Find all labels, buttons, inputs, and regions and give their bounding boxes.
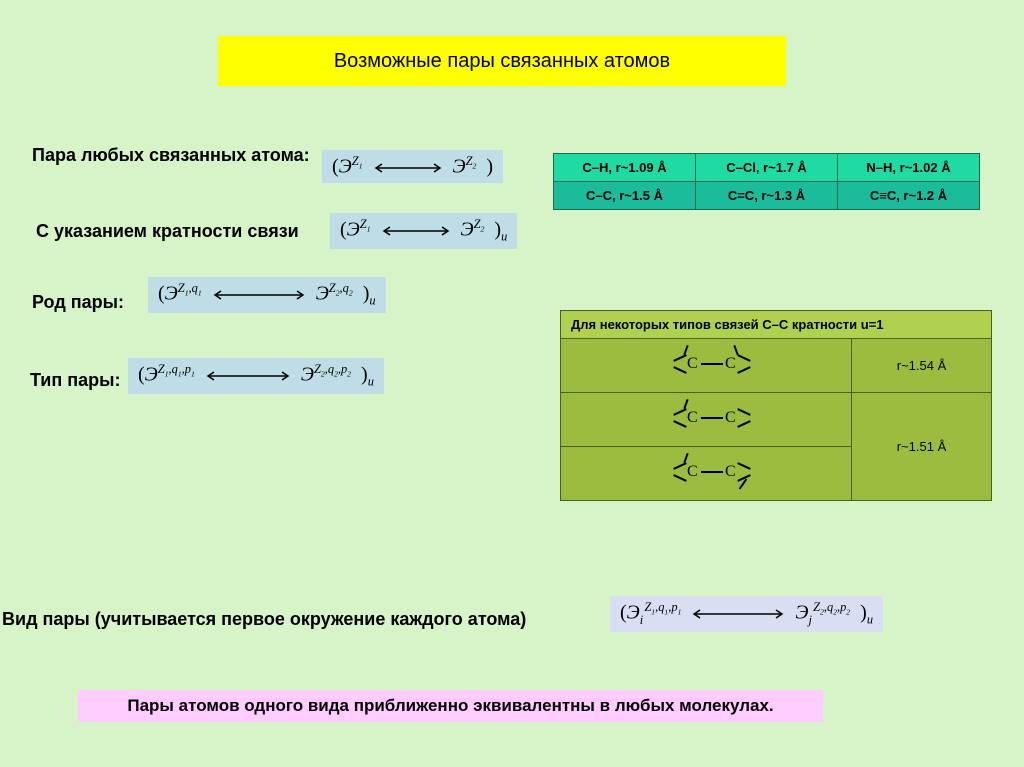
title: Возможные пары связанных атомов	[218, 36, 786, 86]
double-arrow-icon	[690, 609, 786, 619]
cell: C–Cl, r~1.7 Å	[696, 154, 838, 182]
cell: C=C, r~1.3 Å	[696, 182, 838, 210]
value-cell: r~1.54 Å	[852, 339, 992, 393]
cell: N–H, r~1.02 Å	[838, 154, 980, 182]
value-cell: r~1.51 Å	[852, 393, 992, 501]
molecule-icon: CC	[651, 343, 761, 385]
formula-rod: (ЭZ1,q1 ЭZ2,q2 )u	[148, 277, 386, 313]
double-arrow-icon	[211, 290, 307, 300]
structure-cell: CC	[561, 339, 852, 393]
label-pair-any: Пара любых связанных атома:	[32, 145, 322, 166]
cell: C–C, r~1.5 Å	[554, 182, 696, 210]
cell: C≡C, r~1.2 Å	[838, 182, 980, 210]
cell: C–H, r~1.09 Å	[554, 154, 696, 182]
formula-vid: (Эi Z1,q1,p1 Эj Z2,q2,p2 )u	[610, 596, 883, 632]
structure-cell: CC	[561, 393, 852, 447]
structure-cell: CC	[561, 447, 852, 501]
label-vid: Вид пары (учитывается первое окружение к…	[2, 609, 526, 630]
label-with-mult: С указанием кратности связи	[36, 221, 299, 242]
molecule-icon: CC	[651, 397, 761, 439]
molecule-icon: CC	[651, 451, 761, 493]
double-arrow-icon	[380, 226, 452, 236]
table-row: CC r~1.54 Å	[561, 339, 992, 393]
footer-note: Пары атомов одного вида приближенно экви…	[78, 690, 823, 722]
double-arrow-icon	[204, 371, 292, 381]
formula-with-u: (ЭZ1 ЭZ2 )u	[330, 213, 517, 249]
table-row: CC r~1.51 Å	[561, 393, 992, 447]
cc-bond-table: Для некоторых типов связей C–C кратности…	[560, 310, 992, 501]
bond-length-table: C–H, r~1.09 Å C–Cl, r~1.7 Å N–H, r~1.02 …	[553, 153, 980, 210]
table-row: C–H, r~1.09 Å C–Cl, r~1.7 Å N–H, r~1.02 …	[554, 154, 980, 182]
label-rod: Род пары:	[32, 292, 124, 313]
label-tip: Тип пары:	[30, 370, 121, 391]
formula-basic: (ЭZ1 ЭZ2 )	[322, 150, 503, 183]
table-row: C–C, r~1.5 Å C=C, r~1.3 Å C≡C, r~1.2 Å	[554, 182, 980, 210]
double-arrow-icon	[372, 163, 444, 173]
table-header: Для некоторых типов связей C–C кратности…	[561, 311, 992, 339]
formula-tip: (ЭZ1,q1,p1 ЭZ2,q2,p2 )u	[128, 358, 384, 394]
